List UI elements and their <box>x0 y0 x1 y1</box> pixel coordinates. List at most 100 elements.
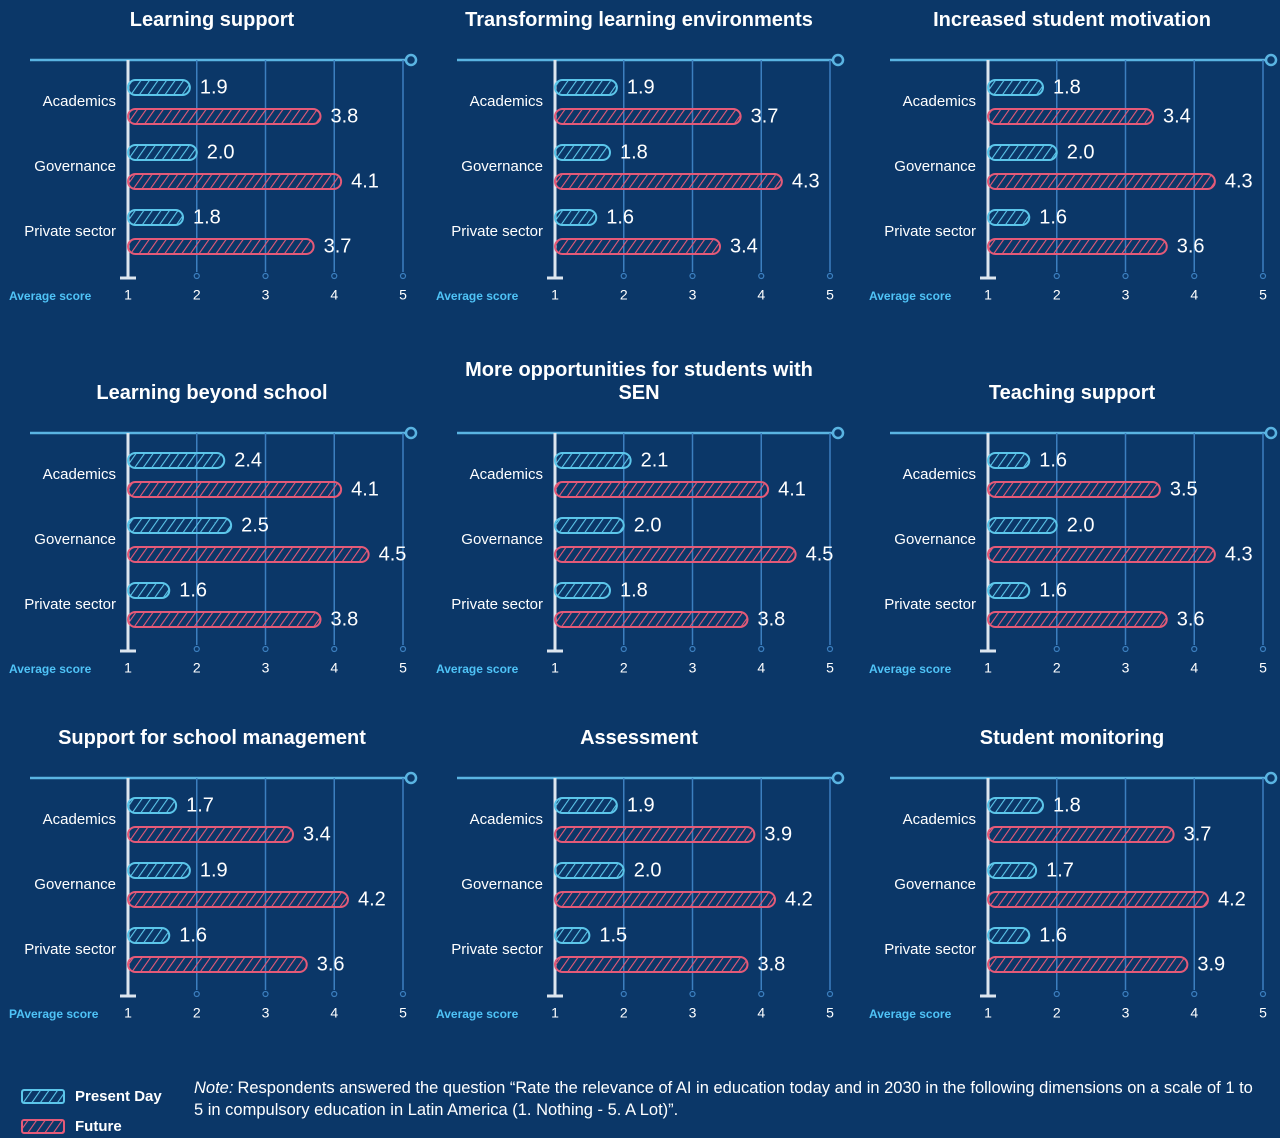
x-tick-label: 4 <box>1190 1005 1198 1021</box>
value-label: 3.4 <box>730 235 758 257</box>
grid-dot <box>689 645 696 653</box>
grid-dot <box>826 645 834 653</box>
value-label: 2.0 <box>1067 141 1095 163</box>
x-tick-label: 1 <box>984 1005 992 1021</box>
x-tick-label: 3 <box>689 1005 697 1021</box>
bar <box>987 546 1216 563</box>
category-label: Academics <box>470 811 543 828</box>
note-label: Note: <box>194 1079 234 1097</box>
chart-title: Increased student motivation <box>933 9 1211 31</box>
value-label: 4.3 <box>1225 543 1253 565</box>
value-label: 1.9 <box>627 794 655 816</box>
value-label: 4.1 <box>351 478 379 500</box>
value-label: 4.1 <box>351 170 379 192</box>
grid-dot <box>193 645 200 653</box>
bar <box>554 956 749 973</box>
bar <box>127 927 171 944</box>
bar <box>127 611 322 628</box>
bar <box>987 79 1044 96</box>
value-label: 1.8 <box>1053 76 1081 98</box>
rule-end <box>1264 771 1278 785</box>
value-label: 1.6 <box>1039 449 1067 471</box>
value-label: 1.9 <box>200 859 228 881</box>
chart-title: Teaching support <box>988 382 1156 404</box>
grid-dot <box>399 645 407 653</box>
rule-end <box>404 426 418 440</box>
category-label: Private sector <box>24 596 116 613</box>
value-label: 4.5 <box>806 543 834 565</box>
category-label: Academics <box>470 93 543 110</box>
value-label: 3.6 <box>317 953 345 975</box>
bar <box>987 862 1038 879</box>
x-axis-label: Average score <box>869 1007 952 1021</box>
value-label: 1.6 <box>1039 579 1067 601</box>
value-label: 2.0 <box>634 514 662 536</box>
x-tick-label: 5 <box>399 287 407 303</box>
grid-dot <box>620 272 627 280</box>
grid-dot <box>1191 645 1198 653</box>
grid-dot <box>331 990 338 998</box>
x-tick-label: 5 <box>826 1005 834 1021</box>
bar <box>127 238 315 255</box>
legend-swatch <box>21 1119 65 1134</box>
category-label: Governance <box>34 876 116 893</box>
value-label: 3.4 <box>303 823 331 845</box>
x-tick-label: 5 <box>1259 660 1267 676</box>
x-tick-label: 1 <box>124 660 132 676</box>
bar <box>554 173 783 190</box>
grid-dot <box>262 272 269 280</box>
category-label: Private sector <box>451 223 543 240</box>
grid-dot <box>689 990 696 998</box>
value-label: 2.4 <box>234 449 262 471</box>
x-tick-label: 2 <box>1053 1005 1061 1021</box>
grid-dot <box>1122 272 1129 280</box>
grid-dot <box>1259 645 1267 653</box>
category-label: Academics <box>903 811 976 828</box>
value-label: 2.1 <box>641 449 669 471</box>
x-tick-label: 2 <box>620 660 628 676</box>
value-label: 1.6 <box>1039 206 1067 228</box>
bar <box>554 108 742 125</box>
category-label: Private sector <box>884 223 976 240</box>
value-label: 1.6 <box>1039 924 1067 946</box>
grid-dot <box>1259 272 1267 280</box>
bar <box>127 546 370 563</box>
value-label: 1.6 <box>179 579 207 601</box>
bar <box>987 891 1209 908</box>
x-tick-label: 4 <box>757 287 765 303</box>
rule-end <box>404 771 418 785</box>
x-tick-label: 2 <box>193 287 201 303</box>
category-label: Academics <box>903 466 976 483</box>
x-axis-label: Average score <box>436 1007 519 1021</box>
x-tick-label: 1 <box>551 660 559 676</box>
x-tick-label: 3 <box>1122 287 1130 303</box>
bar <box>987 582 1031 599</box>
value-label: 1.7 <box>1046 859 1074 881</box>
x-tick-label: 1 <box>984 287 992 303</box>
category-label: Private sector <box>451 941 543 958</box>
grid-dot <box>620 645 627 653</box>
bar <box>127 862 191 879</box>
category-label: Governance <box>461 531 543 548</box>
bar <box>127 144 198 161</box>
value-label: 3.7 <box>324 235 352 257</box>
bar <box>554 891 776 908</box>
value-label: 4.3 <box>1225 170 1253 192</box>
value-label: 3.5 <box>1170 478 1198 500</box>
x-tick-label: 3 <box>262 660 270 676</box>
x-axis-label: PAverage score <box>9 1007 99 1021</box>
grid-dot <box>193 990 200 998</box>
x-tick-label: 5 <box>826 660 834 676</box>
x-tick-label: 3 <box>689 287 697 303</box>
bar <box>987 611 1168 628</box>
bar <box>554 797 618 814</box>
value-label: 1.9 <box>200 76 228 98</box>
x-tick-label: 3 <box>1122 1005 1130 1021</box>
value-label: 1.6 <box>179 924 207 946</box>
x-axis-label: Average score <box>436 662 519 676</box>
grid-dot <box>1191 272 1198 280</box>
category-label: Governance <box>461 876 543 893</box>
rule-end <box>1264 53 1278 67</box>
